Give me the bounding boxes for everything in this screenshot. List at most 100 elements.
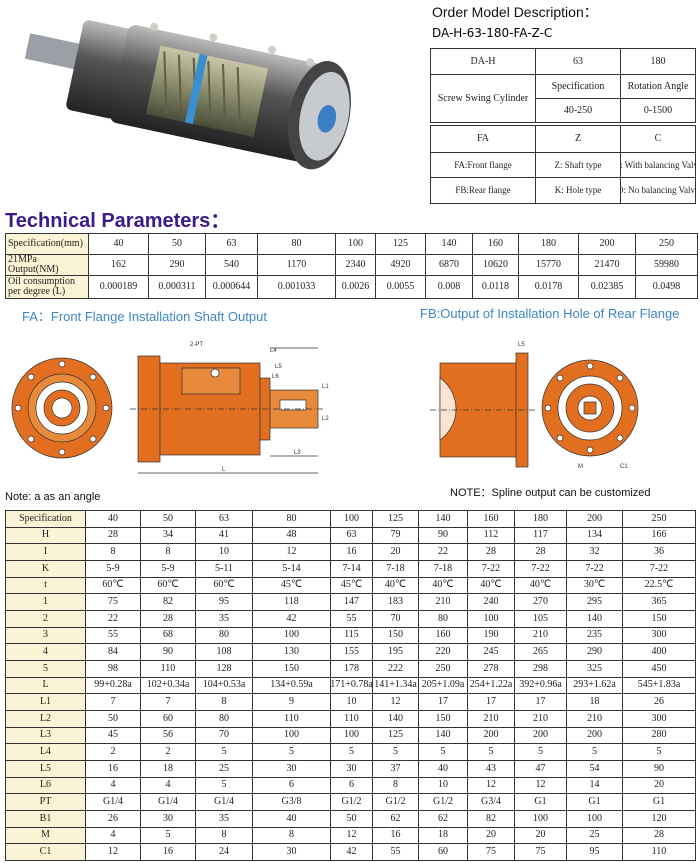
dim-cell: 222	[372, 660, 419, 678]
dim-cell: 22	[418, 543, 468, 561]
dim-row-head: L1	[5, 693, 86, 711]
tech-cell: 6870	[425, 254, 473, 276]
dim-cell: 195	[372, 643, 419, 661]
tech-cell: 0.000644	[205, 275, 258, 299]
product-photo	[24, 20, 351, 170]
dim-cell: 110	[622, 843, 696, 861]
tech-cell: 15770	[518, 254, 579, 276]
tech-cell: 0.02385	[578, 275, 636, 299]
dim-cell: 9	[252, 693, 331, 711]
dim-cell: 250	[418, 660, 468, 678]
dim-cell: 7	[85, 693, 141, 711]
dim-cell: 50	[140, 510, 196, 528]
drawing-label: L5	[518, 342, 525, 348]
dim-cell: 43	[467, 760, 515, 778]
dim-cell: 28	[140, 610, 196, 628]
tech-cell: 162	[88, 254, 149, 276]
order-option: K: Hole type	[535, 177, 621, 204]
dim-row-head: L4	[5, 743, 86, 761]
dim-cell: 150	[372, 626, 419, 645]
dim-cell: 84	[85, 643, 141, 661]
order-option: C: With balancing Valve	[620, 152, 696, 178]
dim-cell: 200	[566, 510, 623, 528]
dim-cell: 30	[330, 760, 373, 778]
dim-cell: 5-9	[85, 560, 141, 578]
dim-cell: 160	[467, 510, 515, 528]
dim-cell: 75	[85, 593, 141, 611]
fa-title: FA：Front Flange Installation Shaft Outpu…	[22, 309, 267, 324]
dim-cell: 160	[418, 626, 468, 645]
tech-cell: 100	[335, 233, 376, 255]
dim-cell: 60℃	[195, 576, 253, 595]
dim-cell: 95	[195, 593, 253, 611]
dim-cell: 110	[140, 660, 196, 678]
dim-cell: 8	[252, 826, 331, 845]
dim-cell: 5-9	[140, 560, 196, 578]
dim-cell: 200	[566, 726, 623, 745]
dim-cell: 56	[140, 726, 196, 745]
tech-cell: 540	[205, 254, 258, 276]
dim-cell: 210	[514, 710, 567, 728]
dim-cell: 5	[418, 743, 468, 761]
dim-cell: 45	[85, 726, 141, 745]
dim-cell: 171+0.78a	[330, 676, 373, 695]
order-option: Z	[535, 125, 621, 153]
dim-cell: 34	[140, 526, 196, 545]
dim-cell: 278	[467, 660, 515, 678]
tech-cell: 10620	[472, 254, 519, 276]
tech-cell: 63	[205, 233, 258, 255]
tech-cell: 160	[472, 233, 519, 255]
dim-cell: 290	[566, 643, 623, 661]
dim-cell: 115	[330, 626, 373, 645]
dim-cell: 8	[85, 543, 141, 561]
dim-cell: 40℃	[372, 576, 419, 595]
dim-cell: 141+1.34a	[372, 676, 419, 695]
dim-cell: 325	[566, 660, 623, 678]
dim-cell: G3/4	[467, 793, 515, 811]
tech-cell: 0.0055	[375, 275, 426, 299]
fb-title: FB:Output of Installation Hole of Rear F…	[420, 306, 680, 321]
tech-cell: 290	[148, 254, 206, 276]
dim-cell: 5-14	[252, 560, 331, 578]
dim-cell: 147	[330, 593, 373, 611]
dim-cell: 25	[195, 760, 253, 778]
drawing-label: C1	[620, 464, 628, 470]
dim-row-head: L6	[5, 776, 86, 795]
dim-cell: 300	[622, 710, 696, 728]
order-angle-label: Rotation Angle	[620, 74, 696, 99]
drawing-label: L2	[322, 416, 329, 422]
dim-cell: 40℃	[418, 576, 468, 595]
dim-row-head: M	[5, 826, 86, 845]
dim-cell: 40℃	[467, 576, 515, 595]
dim-cell: 130	[252, 643, 331, 661]
dim-cell: 5	[252, 743, 331, 761]
order-angle-range: 0-1500	[620, 98, 696, 123]
dim-cell: 22	[85, 610, 141, 628]
dim-cell: 280	[622, 726, 696, 745]
tech-cell: 0.000189	[88, 275, 149, 299]
dim-cell: 60℃	[85, 576, 141, 595]
dim-cell: 28	[85, 526, 141, 545]
dim-cell: 60	[140, 710, 196, 728]
dim-cell: 180	[514, 510, 567, 528]
order-code: 63	[535, 48, 621, 75]
dim-cell: 62	[372, 810, 419, 828]
dim-row-head: L5	[5, 760, 86, 778]
dim-cell: 10	[330, 693, 373, 711]
dim-cell: 6	[330, 776, 373, 795]
dim-cell: 220	[418, 643, 468, 661]
dim-cell: G1	[622, 793, 696, 811]
dim-cell: 48	[252, 526, 331, 545]
dim-cell: 32	[566, 543, 623, 561]
dim-cell: 40	[85, 510, 141, 528]
dim-cell: 254+1.22a	[467, 676, 515, 695]
dim-cell: 63	[330, 526, 373, 545]
dim-cell: 545+1.83a	[622, 676, 696, 695]
dim-cell: 400	[622, 643, 696, 661]
dim-cell: 105	[514, 610, 567, 628]
dim-cell: 365	[622, 593, 696, 611]
dim-cell: 45℃	[330, 576, 373, 595]
dim-cell: 42	[330, 843, 373, 861]
dim-cell: 150	[252, 660, 331, 678]
drawing-label: L3	[294, 450, 301, 456]
